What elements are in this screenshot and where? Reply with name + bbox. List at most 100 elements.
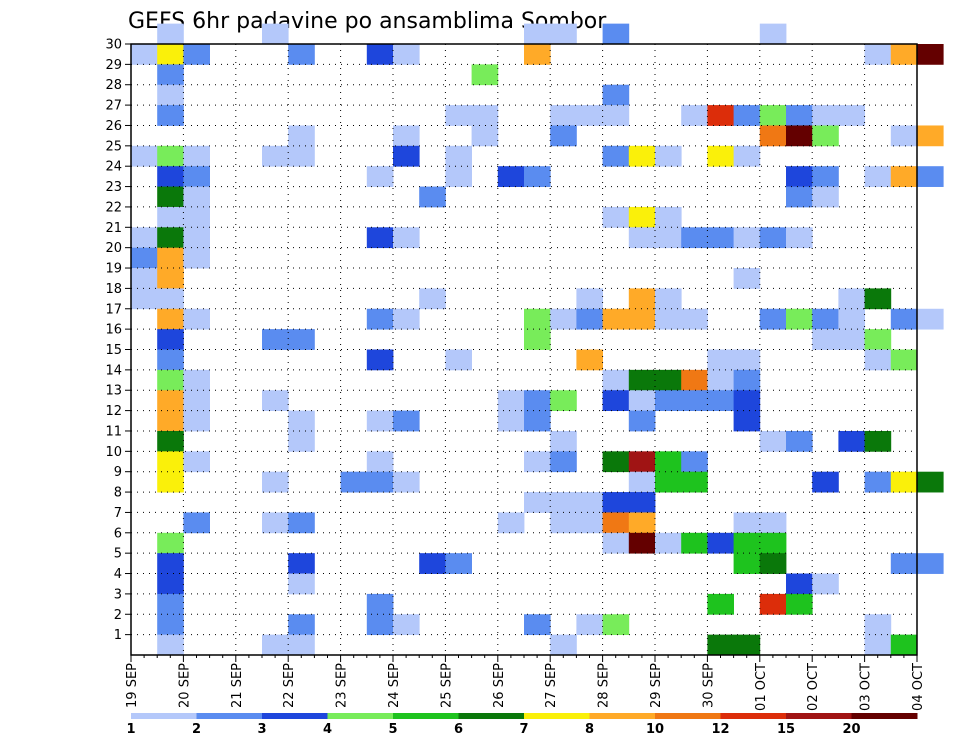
heatmap-cell [157, 390, 184, 411]
heatmap-cell [183, 166, 210, 187]
heatmap-cell [812, 471, 839, 493]
heatmap-cell [183, 410, 210, 432]
heatmap-cell [524, 44, 551, 65]
heatmap-cell [288, 329, 315, 350]
heatmap-cell [759, 105, 787, 126]
heatmap-cell [157, 614, 184, 636]
heatmap-cell [681, 451, 708, 473]
colorbar-swatch [720, 713, 787, 719]
heatmap-cell [628, 308, 656, 330]
y-tick-label: 11 [105, 424, 122, 439]
heatmap-cell [419, 553, 446, 574]
heatmap-cell [497, 390, 525, 411]
x-tick-label: 25 SEP [439, 663, 454, 708]
heatmap-cell [157, 451, 184, 473]
heatmap-cell [786, 308, 813, 330]
heatmap-cell [733, 390, 761, 411]
x-tick-label: 30 SEP [701, 663, 716, 708]
heatmap-cell [366, 44, 394, 65]
heatmap-cell [890, 349, 918, 371]
colorbar-swatch [524, 713, 590, 719]
heatmap-cell [183, 44, 210, 65]
heatmap-cell [759, 512, 787, 534]
heatmap-cell [157, 268, 184, 289]
heatmap-cell [288, 145, 315, 167]
heatmap-cell [157, 329, 184, 350]
y-tick-label: 21 [105, 221, 122, 236]
y-tick-label: 20 [105, 241, 122, 256]
heatmap-cell [655, 471, 682, 493]
heatmap-cell [733, 268, 761, 289]
colorbar-label: 4 [323, 722, 332, 737]
heatmap-cell [733, 349, 761, 371]
heatmap-cell [576, 614, 603, 636]
heatmap-cell [733, 532, 761, 554]
heatmap-cell [602, 105, 630, 126]
heatmap-cell [419, 186, 446, 208]
heatmap-cell [786, 593, 813, 615]
heatmap-cell [183, 247, 210, 269]
heatmap-cell [759, 430, 787, 452]
heatmap-cell [550, 492, 577, 513]
colorbar-swatch [196, 713, 263, 719]
heatmap-cell [288, 573, 315, 595]
heatmap-cell [393, 471, 420, 493]
heatmap-cell [733, 145, 761, 167]
heatmap-cell [707, 593, 734, 615]
heatmap-cell [681, 308, 708, 330]
y-tick-label: 24 [105, 160, 122, 175]
heatmap-cell [628, 532, 656, 554]
colorbar-swatch [458, 713, 525, 719]
heatmap-cell [183, 145, 210, 167]
heatmap-cell [157, 369, 184, 391]
y-tick-label: 30 [105, 38, 122, 53]
heatmap-cell [131, 247, 158, 269]
heatmap-cell [393, 125, 420, 147]
heatmap-cell [733, 369, 761, 391]
heatmap-cell [157, 410, 184, 432]
heatmap-cell [183, 308, 210, 330]
heatmap-cell [628, 471, 656, 493]
heatmap-cell [838, 329, 865, 350]
colorbar-swatch [393, 713, 459, 719]
x-tick-label: 24 SEP [387, 663, 402, 708]
heatmap-cell [576, 288, 603, 310]
heatmap-cell [262, 329, 289, 350]
heatmap-cell [550, 430, 577, 452]
heatmap-cell [471, 105, 499, 126]
heatmap-cell [183, 390, 210, 411]
heatmap-cell [655, 145, 682, 167]
heatmap-cell [366, 471, 394, 493]
heatmap-cell [366, 451, 394, 473]
heatmap-cell [628, 512, 656, 534]
heatmap-cell [602, 308, 630, 330]
x-axis: 19 SEP 20 SEP 21 SEP 22 SEP 23 SEP 24 SEP 25 S… [125, 655, 926, 711]
heatmap-cell [550, 451, 577, 473]
heatmap-cell [471, 64, 499, 86]
y-tick-label: 12 [105, 404, 122, 419]
heatmap-cell [497, 166, 525, 187]
heatmap-cell [366, 308, 394, 330]
y-tick-label: 18 [105, 282, 122, 297]
y-tick-label: 15 [105, 343, 122, 358]
heatmap-cell [524, 390, 551, 411]
x-tick-label: 04 OCT [911, 663, 926, 711]
heatmap-cell [157, 349, 184, 371]
x-tick-label: 28 SEP [597, 663, 612, 708]
heatmap-cell [157, 288, 184, 310]
heatmap-cell [393, 308, 420, 330]
heatmap-cell [497, 512, 525, 534]
colorbar-swatch [131, 713, 197, 719]
heatmap-cell [262, 23, 289, 45]
heatmap-cell [183, 227, 210, 249]
heatmap-cell [655, 227, 682, 249]
heatmap-cell [786, 573, 813, 595]
heatmap-cell [681, 369, 708, 391]
y-tick-label: 1 [114, 628, 122, 643]
heatmap-cell [157, 593, 184, 615]
heatmap-cell [366, 614, 394, 636]
heatmap-cell [157, 145, 184, 167]
colorbar-label: 10 [646, 722, 664, 737]
y-tick-label: 6 [114, 526, 122, 541]
heatmap-cell [524, 410, 551, 432]
